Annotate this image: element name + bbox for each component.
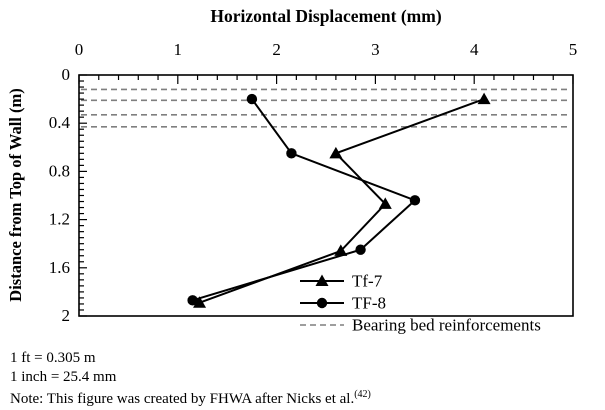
chart-title: Horizontal Displacement (mm) — [210, 6, 442, 26]
x-axis-tick-label: 3 — [371, 40, 380, 59]
series-line-tf-7 — [199, 98, 485, 304]
data-point-marker-triangle — [329, 146, 343, 159]
data-point-marker-triangle — [378, 197, 392, 209]
legend-label-bearing-bed: Bearing bed reinforcements — [352, 316, 541, 335]
data-point-marker-triangle — [334, 244, 348, 256]
x-axis-tick-label: 5 — [569, 40, 578, 59]
data-point-marker-triangle — [193, 296, 207, 308]
data-point-marker-triangle — [477, 92, 491, 105]
note-unit-inch: 1 inch = 25.4 mm — [10, 369, 117, 385]
y-axis-tick-label: 1.6 — [49, 258, 70, 277]
legend-label-tf-8: TF-8 — [352, 294, 386, 313]
data-point-marker-circle — [316, 297, 328, 309]
note-source-text: Note: This figure was created by FHWA af… — [10, 391, 355, 407]
y-axis-tick-label: 2 — [62, 306, 71, 325]
chart-plot-area: 0 1 2 3 4 5 0 0.4 0.8 1.2 1.6 2 Tf-7 TF-8 Bearing bed … — [49, 40, 578, 335]
plot-frame — [78, 74, 574, 317]
data-point-marker-circle — [286, 148, 297, 159]
y-axis-tick-label: 0.8 — [49, 161, 70, 180]
legend-label-tf-7: Tf-7 — [352, 272, 383, 291]
data-point-marker-circle — [355, 244, 366, 255]
note-unit-ft: 1 ft = 0.305 m — [10, 350, 96, 366]
x-axis-tick-label: 1 — [174, 40, 183, 59]
note-source: Note: This figure was created by FHWA af… — [10, 389, 371, 408]
note-source-citation: (42) — [354, 389, 371, 400]
data-point-marker-triangle — [315, 274, 329, 286]
y-axis-tick-label: 0.4 — [49, 113, 71, 132]
data-point-marker-circle — [187, 295, 198, 306]
y-axis-tick-label: 0 — [62, 65, 71, 84]
y-axis-tick-label: 1.2 — [49, 210, 70, 229]
x-axis-tick-label: 4 — [470, 40, 479, 59]
data-point-marker-circle — [246, 93, 258, 105]
data-point-marker-circle — [409, 195, 421, 206]
x-axis-tick-label: 2 — [272, 40, 281, 59]
x-axis-tick-label: 0 — [75, 40, 84, 59]
